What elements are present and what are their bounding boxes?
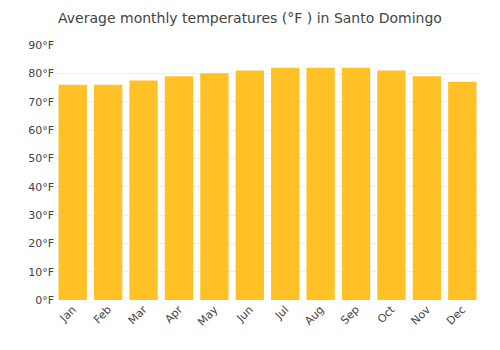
svg-text:90°F: 90°F (28, 39, 54, 52)
svg-text:Aug: Aug (302, 303, 326, 327)
svg-text:Dec: Dec (444, 303, 468, 327)
svg-text:May: May (195, 303, 221, 329)
svg-text:60°F: 60°F (28, 124, 54, 137)
svg-text:Jun: Jun (234, 303, 256, 325)
svg-text:Oct: Oct (375, 303, 398, 326)
svg-text:Apr: Apr (162, 303, 185, 326)
svg-text:Jul: Jul (272, 303, 291, 322)
svg-text:40°F: 40°F (28, 181, 54, 194)
svg-text:80°F: 80°F (28, 67, 54, 80)
svg-text:50°F: 50°F (28, 152, 54, 165)
svg-text:10°F: 10°F (28, 266, 54, 279)
svg-text:Nov: Nov (409, 303, 434, 328)
svg-text:0°F: 0°F (35, 294, 54, 307)
svg-text:70°F: 70°F (28, 96, 54, 109)
svg-text:Sep: Sep (338, 303, 362, 327)
svg-text:Jan: Jan (57, 303, 79, 325)
svg-text:Average monthly temperatures (: Average monthly temperatures (°F ) in Sa… (58, 10, 442, 26)
svg-text:Feb: Feb (91, 303, 114, 326)
svg-text:Mar: Mar (126, 303, 150, 327)
svg-text:20°F: 20°F (28, 237, 54, 250)
svg-text:30°F: 30°F (28, 209, 54, 222)
